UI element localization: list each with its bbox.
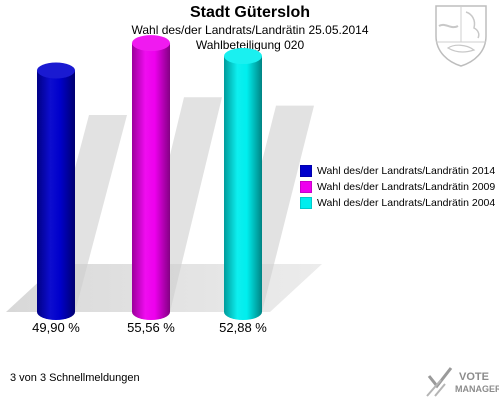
bar-0 [37,62,75,320]
legend-swatch-2009 [300,181,312,193]
bar-top [37,62,75,79]
bar-value-label: 55,56 % [127,320,175,335]
logo-text-vote: VOTE [459,371,489,383]
bar-value-label: 49,90 % [32,320,80,335]
bar-body [132,43,170,320]
bar-2 [224,48,262,321]
legend-item-2004: Wahl des/der Landrats/Landrätin 2004 [300,195,495,211]
bar-value-label: 52,88 % [219,320,267,335]
legend-label-2014: Wahl des/der Landrats/Landrätin 2014 [317,165,496,177]
nrw-coat-of-arms-icon [435,5,487,67]
ballot-check-icon [426,367,453,397]
legend-label-2009: Wahl des/der Landrats/Landrätin 2009 [317,181,496,193]
bar-top [224,48,262,65]
legend-swatch-2004 [300,197,312,209]
bar-body [37,70,75,320]
votemanager-logo: VOTE MANAGER [426,367,499,397]
chart-legend: Wahl des/der Landrats/Landrätin 2014 Wah… [300,163,495,211]
chart-subtitle-2: Wahlbeteiligung 020 [195,38,305,52]
chart-subtitle: Wahl des/der Landrats/Landrätin 25.05.20… [131,23,369,37]
chart-title: Stadt Gütersloh [189,4,310,21]
legend-swatch-2014 [300,165,312,177]
bar-top [132,35,170,52]
logo-text-manager: MANAGER [455,384,499,394]
legend-item-2014: Wahl des/der Landrats/Landrätin 2014 [300,163,495,179]
legend-label-2004: Wahl des/der Landrats/Landrätin 2004 [317,197,496,209]
bar-body [224,56,262,321]
status-text: 3 von 3 Schnellmeldungen [10,372,140,384]
legend-item-2009: Wahl des/der Landrats/Landrätin 2009 [300,179,495,195]
bar-1 [132,35,170,320]
